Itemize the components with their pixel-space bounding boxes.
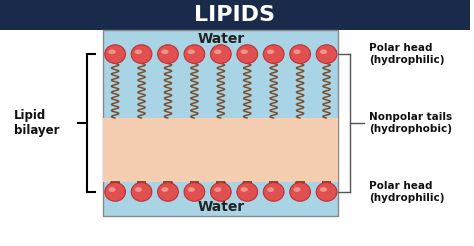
- FancyBboxPatch shape: [103, 118, 338, 182]
- Ellipse shape: [293, 49, 301, 54]
- Ellipse shape: [237, 183, 257, 201]
- Text: Polar head
(hydrophilic): Polar head (hydrophilic): [369, 181, 444, 203]
- Ellipse shape: [105, 45, 126, 63]
- Ellipse shape: [240, 187, 248, 192]
- FancyBboxPatch shape: [103, 30, 338, 216]
- Ellipse shape: [264, 45, 284, 63]
- Ellipse shape: [240, 49, 248, 54]
- Ellipse shape: [316, 45, 337, 63]
- Ellipse shape: [109, 187, 116, 192]
- Ellipse shape: [131, 183, 152, 201]
- Ellipse shape: [161, 49, 168, 54]
- Ellipse shape: [210, 183, 231, 201]
- Ellipse shape: [267, 187, 274, 192]
- Ellipse shape: [184, 45, 205, 63]
- Ellipse shape: [131, 45, 152, 63]
- Ellipse shape: [109, 49, 116, 54]
- Ellipse shape: [320, 187, 327, 192]
- Text: Nonpolar tails
(hydrophobic): Nonpolar tails (hydrophobic): [369, 112, 452, 134]
- Ellipse shape: [158, 183, 178, 201]
- Ellipse shape: [320, 49, 327, 54]
- Ellipse shape: [214, 187, 221, 192]
- Text: Polar head
(hydrophilic): Polar head (hydrophilic): [369, 43, 444, 65]
- Ellipse shape: [158, 45, 178, 63]
- Ellipse shape: [135, 49, 142, 54]
- Ellipse shape: [184, 183, 205, 201]
- Text: Water: Water: [197, 32, 245, 46]
- Text: LIPIDS: LIPIDS: [194, 5, 275, 25]
- FancyBboxPatch shape: [0, 0, 470, 30]
- Ellipse shape: [290, 45, 310, 63]
- Ellipse shape: [237, 45, 257, 63]
- Ellipse shape: [290, 183, 310, 201]
- Ellipse shape: [267, 49, 274, 54]
- Text: Water: Water: [197, 200, 245, 214]
- Ellipse shape: [293, 187, 301, 192]
- Ellipse shape: [188, 187, 195, 192]
- Ellipse shape: [135, 187, 142, 192]
- Ellipse shape: [188, 49, 195, 54]
- Ellipse shape: [214, 49, 221, 54]
- Ellipse shape: [105, 183, 126, 201]
- Text: Lipid
bilayer: Lipid bilayer: [14, 109, 60, 137]
- Ellipse shape: [210, 45, 231, 63]
- Ellipse shape: [264, 183, 284, 201]
- Ellipse shape: [161, 187, 168, 192]
- Ellipse shape: [316, 183, 337, 201]
